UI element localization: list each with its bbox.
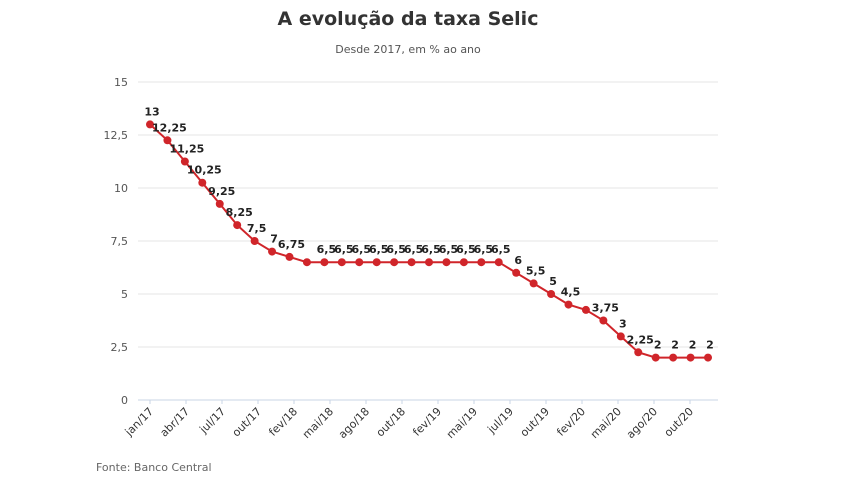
chart-subtitle: Desde 2017, em % ao ano — [335, 43, 481, 56]
data-label: 2 — [706, 339, 714, 352]
data-point — [704, 353, 712, 362]
y-tick-label: 10 — [114, 182, 128, 195]
data-label: 11,25 — [169, 143, 204, 156]
data-label: 2 — [654, 339, 662, 352]
data-label: 7 — [270, 233, 278, 246]
data-point — [268, 247, 277, 256]
data-label: 5,5 — [526, 264, 546, 277]
data-point — [407, 258, 416, 267]
data-label: 3 — [619, 317, 627, 330]
x-tick-label: mai/18 — [300, 405, 336, 441]
data-label: 6 — [514, 254, 522, 267]
data-point — [320, 258, 329, 267]
data-point — [477, 258, 486, 267]
data-label: 6,5 — [386, 243, 406, 256]
data-point — [163, 136, 172, 145]
y-tick-label: 0 — [121, 394, 128, 407]
data-point — [581, 305, 590, 314]
x-tick-label: jan/17 — [122, 405, 156, 439]
data-point — [529, 279, 538, 288]
data-label: 6,5 — [369, 243, 389, 256]
data-label: 6,5 — [456, 243, 476, 256]
data-label: 6,5 — [317, 243, 337, 256]
data-label: 12,25 — [152, 121, 187, 134]
data-point — [494, 258, 503, 267]
data-point — [512, 268, 521, 277]
y-tick-label: 5 — [121, 288, 128, 301]
data-point — [180, 157, 189, 166]
data-point — [233, 221, 242, 230]
data-label: 6,5 — [474, 243, 494, 256]
data-label: 2,25 — [627, 333, 654, 346]
data-label: 6,5 — [491, 243, 511, 256]
data-label: 6,75 — [278, 238, 305, 251]
data-point — [285, 252, 294, 261]
data-label: 8,25 — [226, 206, 253, 219]
data-label: 2 — [689, 339, 697, 352]
y-tick-label: 15 — [114, 76, 128, 89]
data-point — [215, 199, 224, 208]
data-point — [372, 258, 381, 267]
data-point — [616, 332, 625, 341]
data-label: 10,25 — [187, 164, 222, 177]
data-point — [686, 353, 695, 362]
data-label: 7,5 — [247, 222, 267, 235]
y-tick-label: 12,5 — [104, 129, 129, 142]
x-tick-label: abr/17 — [158, 405, 193, 440]
data-point — [425, 258, 433, 267]
x-tick-label: fev/19 — [410, 405, 444, 439]
x-tick-label: ago/18 — [336, 405, 372, 441]
data-point — [669, 353, 678, 362]
x-tick-label: mai/19 — [444, 405, 480, 441]
data-label: 13 — [144, 105, 159, 118]
data-point — [459, 258, 468, 267]
data-label: 6,5 — [404, 243, 424, 256]
x-tick-label: out/17 — [230, 405, 264, 439]
data-label: 5 — [549, 275, 557, 288]
data-point — [547, 290, 556, 298]
data-point — [146, 120, 154, 129]
chart-title: A evolução da taxa Selic — [277, 8, 539, 30]
data-label: 3,75 — [592, 302, 619, 315]
data-point — [390, 258, 399, 267]
data-label: 4,5 — [561, 286, 581, 299]
data-label: 9,25 — [208, 185, 235, 198]
data-point — [302, 258, 311, 267]
x-tick-label: jul/17 — [196, 405, 228, 437]
x-tick-label: fev/18 — [266, 405, 300, 439]
y-tick-label: 2,5 — [111, 341, 129, 354]
data-point — [599, 316, 608, 325]
x-tick-label: jul/19 — [484, 405, 516, 437]
data-point — [250, 237, 259, 245]
x-tick-label: mai/20 — [588, 405, 624, 441]
data-label: 6,5 — [421, 243, 441, 256]
data-point — [355, 258, 364, 267]
data-point — [564, 300, 573, 309]
data-point — [198, 178, 207, 187]
data-label: 6,5 — [439, 243, 459, 256]
x-tick-label: out/18 — [374, 405, 408, 439]
y-tick-label: 7,5 — [111, 235, 129, 248]
data-label: 2 — [671, 339, 679, 352]
x-tick-label: out/20 — [662, 405, 696, 439]
data-label: 6,5 — [334, 243, 354, 256]
x-tick-label: ago/20 — [624, 405, 660, 441]
data-point — [337, 258, 346, 267]
x-tick-label: out/19 — [518, 405, 552, 439]
data-point — [442, 258, 451, 267]
x-tick-label: fev/20 — [554, 405, 588, 439]
source-note: Fonte: Banco Central — [96, 461, 212, 474]
data-point — [634, 348, 643, 357]
data-label: 6,5 — [352, 243, 372, 256]
data-point — [651, 353, 660, 362]
